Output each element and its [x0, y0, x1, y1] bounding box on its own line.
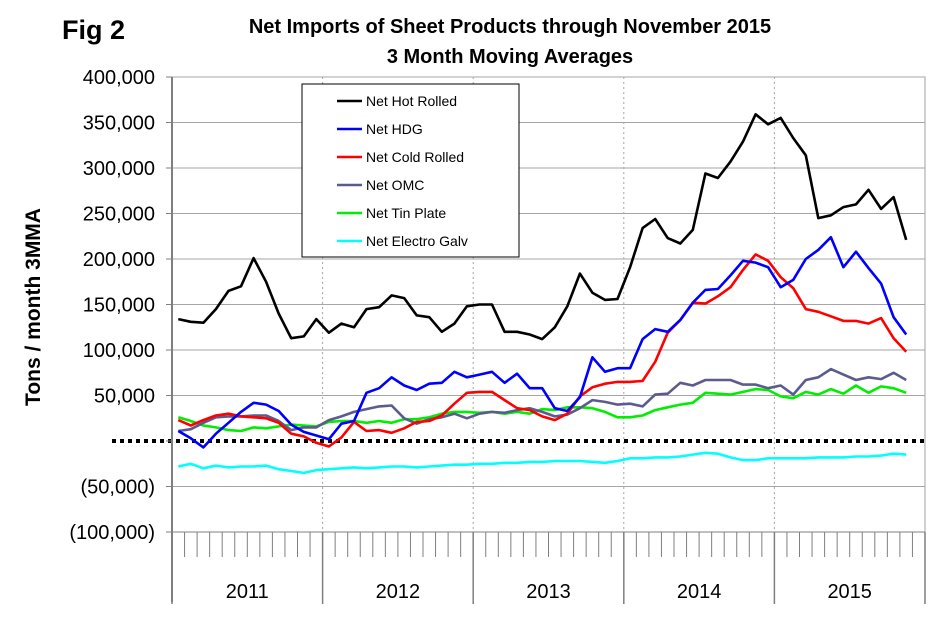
y-tick-label: (50,000)	[81, 477, 156, 499]
legend-item: Net Tin Plate	[337, 205, 446, 221]
y-tick-label: 300,000	[83, 158, 155, 180]
y-tick-label: 250,000	[83, 204, 155, 226]
legend-item: Net Cold Rolled	[337, 149, 464, 165]
y-ticks: 400,000 350,000 300,000 250,000 200,000 150,0…	[69, 67, 172, 544]
y-tick-label: 100,000	[83, 340, 155, 362]
legend-item: Net Electro Galv	[337, 233, 468, 249]
chart-title: Net Imports of Sheet Products through No…	[249, 16, 771, 38]
series-line-net-cold-rolled	[177, 253, 908, 448]
y-tick-label: 400,000	[83, 67, 155, 89]
legend-box	[301, 83, 520, 258]
x-axis: 2011 2012 2013 2014 2015	[171, 531, 926, 604]
x-group-label: 2014	[677, 581, 722, 603]
legend-label: Net Electro Galv	[366, 233, 468, 249]
y-tick-label: 50,000	[94, 386, 155, 408]
x-group-label: 2015	[827, 581, 872, 603]
y-tick-label: 350,000	[83, 113, 155, 135]
y-tick-label: (100,000)	[69, 522, 155, 544]
legend-item: Net HDG	[337, 121, 423, 137]
legend: Net Hot Rolled Net HDG Net Cold Rolled Net …	[301, 83, 520, 258]
x-group-label: 2012	[376, 581, 421, 603]
y-tick-label: 150,000	[83, 295, 155, 317]
legend-label: Net OMC	[366, 177, 424, 193]
y-axis-label: Tons / month 3MMA	[22, 208, 45, 406]
x-group-label: 2011	[226, 581, 269, 603]
series-line-net-tin-plate	[177, 384, 907, 433]
series-line-net-hdg	[177, 235, 908, 449]
legend-label: Net Cold Rolled	[366, 149, 464, 165]
series-lines	[177, 113, 908, 475]
figure-label: Fig 2	[62, 15, 125, 45]
chart-subtitle: 3 Month Moving Averages	[387, 46, 633, 68]
legend-item: Net Hot Rolled	[337, 93, 457, 109]
y-tick-label: 200,000	[83, 249, 155, 271]
legend-item: Net OMC	[337, 177, 424, 193]
legend-label: Net Hot Rolled	[366, 93, 457, 109]
gridlines	[172, 76, 925, 487]
legend-label: Net Tin Plate	[366, 205, 446, 221]
x-group-label: 2013	[526, 581, 571, 603]
series-line-net-hot-rolled	[178, 113, 908, 341]
series-line-net-electro-galv	[178, 451, 907, 475]
plot-area: 400,000 350,000 300,000 250,000 200,000 150,0…	[69, 67, 926, 604]
legend-label: Net HDG	[366, 121, 423, 137]
